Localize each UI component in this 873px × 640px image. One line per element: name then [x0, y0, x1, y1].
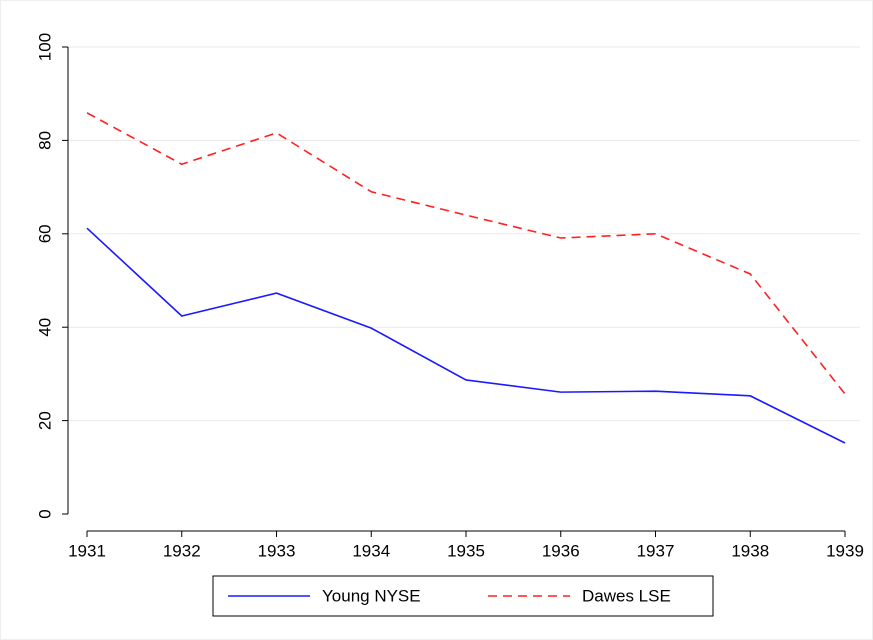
- x-tick-label: 1938: [731, 541, 769, 560]
- y-tick-label: 60: [35, 224, 54, 243]
- x-tick-label: 1931: [68, 541, 106, 560]
- y-tick-label: 100: [35, 33, 54, 61]
- y-tick-label: 20: [35, 411, 54, 430]
- legend-label: Young NYSE: [322, 586, 421, 605]
- legend-label: Dawes LSE: [582, 586, 671, 605]
- y-tick-label: 40: [35, 318, 54, 337]
- x-tick-label: 1939: [826, 541, 864, 560]
- y-tick-label: 0: [35, 509, 54, 518]
- x-tick-label: 1933: [258, 541, 296, 560]
- x-tick-label: 1936: [542, 541, 580, 560]
- x-tick-label: 1935: [447, 541, 485, 560]
- x-tick-label: 1937: [637, 541, 675, 560]
- series-line: [86, 227, 846, 444]
- series-line: [86, 112, 846, 395]
- x-tick-label: 1932: [163, 541, 201, 560]
- x-tick-label: 1934: [352, 541, 390, 560]
- y-tick-label: 80: [35, 131, 54, 150]
